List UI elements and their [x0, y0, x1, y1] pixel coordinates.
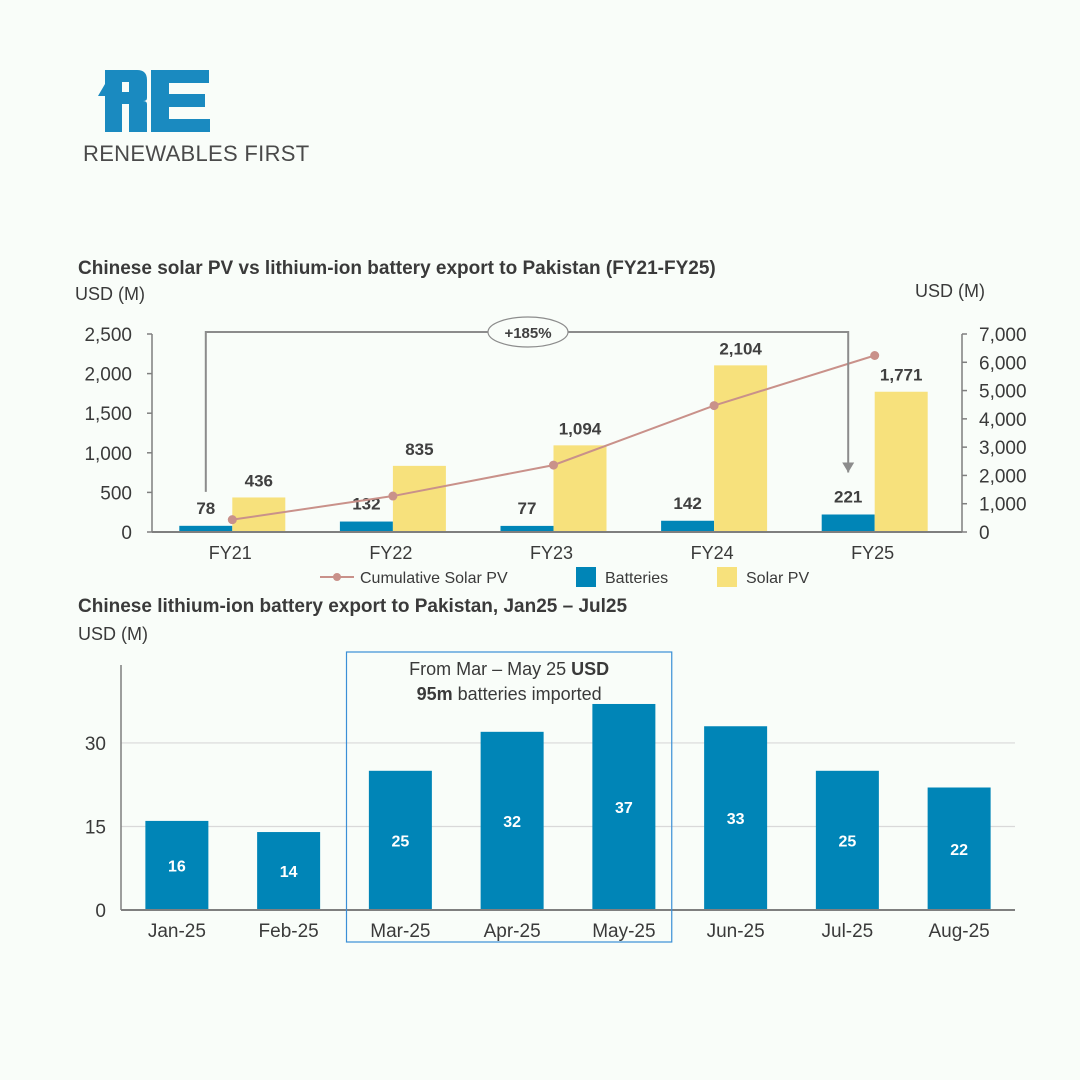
chart2-category-label: Apr-25 [484, 921, 541, 942]
chart2-tick-label: 30 [85, 734, 106, 755]
chart1-left-tick-label: 0 [121, 523, 132, 544]
chart1-bar-batteries [339, 521, 393, 532]
chart1-left-tick-label: 500 [100, 483, 132, 504]
chart1-label-solar: 1,094 [559, 419, 602, 438]
chart1-svg: 0 500 1,000 1,500 2,000 2,500 0 1,000 2,000 3,000… [84, 316, 1027, 587]
chart1-cumulative-point [388, 491, 398, 501]
chart1-category-label: FY25 [851, 543, 894, 563]
chart1-bar-batteries [821, 514, 875, 532]
chart1-bar-solar [874, 391, 928, 532]
chart1-cumulative-point [870, 350, 880, 360]
chart2-bar [704, 726, 768, 910]
chart1-left-tick-label: 1,000 [84, 444, 132, 465]
chart1-annotation-label: +185% [504, 325, 551, 342]
chart1-label-batteries: 77 [518, 499, 537, 518]
chart2-bar-label: 33 [727, 811, 745, 828]
chart1-title: Chinese solar PV vs lithium-ion battery … [78, 258, 716, 279]
chart1-right-tick-label: 6,000 [979, 353, 1027, 374]
chart1-cumulative-point [227, 515, 237, 525]
chart1-annotation-bubble [487, 316, 569, 348]
legend-solar-label: Solar PV [746, 570, 809, 587]
chart2-axis-unit: USD (M) [78, 624, 148, 644]
chart2-highlight-text-line1: From Mar – May 25 USD [409, 659, 609, 679]
legend-cumulative-marker-icon [333, 573, 341, 581]
chart2-bar-label: 14 [280, 864, 298, 881]
chart2-tick-label: 0 [95, 901, 106, 922]
highlight-text-bold: USD [571, 659, 609, 679]
chart2-bar [480, 731, 544, 910]
chart1-bar-batteries [661, 520, 715, 532]
chart2-bar [592, 703, 656, 910]
chart1-label-solar: 835 [405, 440, 433, 459]
chart1-right-tick-label: 7,000 [979, 325, 1027, 346]
chart1-left-axis-unit: USD (M) [75, 284, 145, 304]
chart1-bar-batteries [500, 525, 554, 532]
highlight-text-bold: 95m [417, 684, 453, 704]
chart1-bar-solar [714, 365, 768, 532]
chart2-bar-label: 25 [838, 833, 856, 850]
chart2-category-label: Mar-25 [370, 921, 430, 942]
legend-batteries-swatch-icon [576, 567, 596, 587]
chart1-category-label: FY24 [691, 543, 734, 563]
chart1-category-label: FY23 [530, 543, 573, 563]
chart2-category-label: Jul-25 [822, 921, 874, 942]
chart1-left-tick-label: 2,000 [84, 365, 132, 386]
chart1-bar-batteries [179, 525, 233, 532]
chart1-right-axis-unit: USD (M) [915, 281, 985, 301]
chart1-cumulative-point [549, 460, 558, 470]
chart2-bar [145, 820, 209, 910]
chart1-bar-solar [553, 445, 607, 532]
chart2-bar-label: 25 [391, 833, 409, 850]
chart2-category-label: May-25 [592, 921, 655, 942]
chart2-bar [815, 770, 879, 910]
chart2-category-label: Jan-25 [148, 921, 206, 942]
chart1-cumulative-point [709, 401, 719, 411]
chart1-right-tick-label: 3,000 [979, 438, 1027, 459]
chart1-right-tick-label: 0 [979, 523, 990, 544]
chart2-category-label: Feb-25 [259, 921, 319, 942]
chart1-left-tick-label: 1,500 [84, 404, 132, 425]
chart2-bar-label: 32 [503, 814, 521, 831]
chart1-label-batteries: 142 [673, 494, 701, 513]
chart2-tick-label: 15 [85, 817, 106, 838]
chart2-bar-label: 37 [615, 800, 633, 817]
chart1-label-batteries: 221 [834, 487, 862, 506]
chart1-left-tick-label: 2,500 [84, 325, 132, 346]
chart2-bar-label: 16 [168, 858, 186, 875]
brand-name: RENEWABLES FIRST [83, 141, 310, 166]
chart1-right-tick-label: 5,000 [979, 382, 1027, 403]
chart2-highlight-text-line2: 95m batteries imported [417, 684, 602, 704]
chart1-category-label: FY22 [369, 543, 412, 563]
chart2-category-label: Jun-25 [707, 921, 765, 942]
chart1-right-tick-label: 2,000 [979, 466, 1027, 487]
chart1-label-solar: 1,771 [880, 366, 923, 385]
legend-batteries-label: Batteries [605, 570, 668, 587]
legend-solar-swatch-icon [717, 567, 737, 587]
renewables-first-logo-icon [85, 70, 210, 132]
chart2-bar-label: 22 [950, 842, 968, 859]
logo-mark [85, 70, 210, 132]
chart2-highlight-box [345, 651, 673, 943]
chart1-label-solar: 436 [245, 471, 273, 490]
chart1-bar-solar [392, 465, 446, 532]
chart2-category-label: Aug-25 [928, 921, 989, 942]
chart1-right-tick-label: 4,000 [979, 410, 1027, 431]
chart2-title: Chinese lithium-ion battery export to Pa… [78, 596, 628, 617]
chart2-bar [257, 832, 321, 910]
legend-cumulative-label: Cumulative Solar PV [360, 570, 508, 587]
highlight-text-normal: From Mar – May 25 [409, 659, 571, 679]
chart1-label-batteries: 78 [196, 499, 215, 518]
chart1-right-tick-label: 1,000 [979, 495, 1027, 516]
chart1-label-solar: 2,104 [719, 339, 762, 358]
chart1-category-label: FY21 [209, 543, 252, 563]
chart1-annotation-arrowhead [842, 462, 855, 473]
chart2-bar [927, 787, 991, 910]
highlight-text-normal: batteries imported [453, 684, 602, 704]
chart2-bar [368, 770, 432, 910]
chart1-bar-solar [232, 497, 286, 532]
